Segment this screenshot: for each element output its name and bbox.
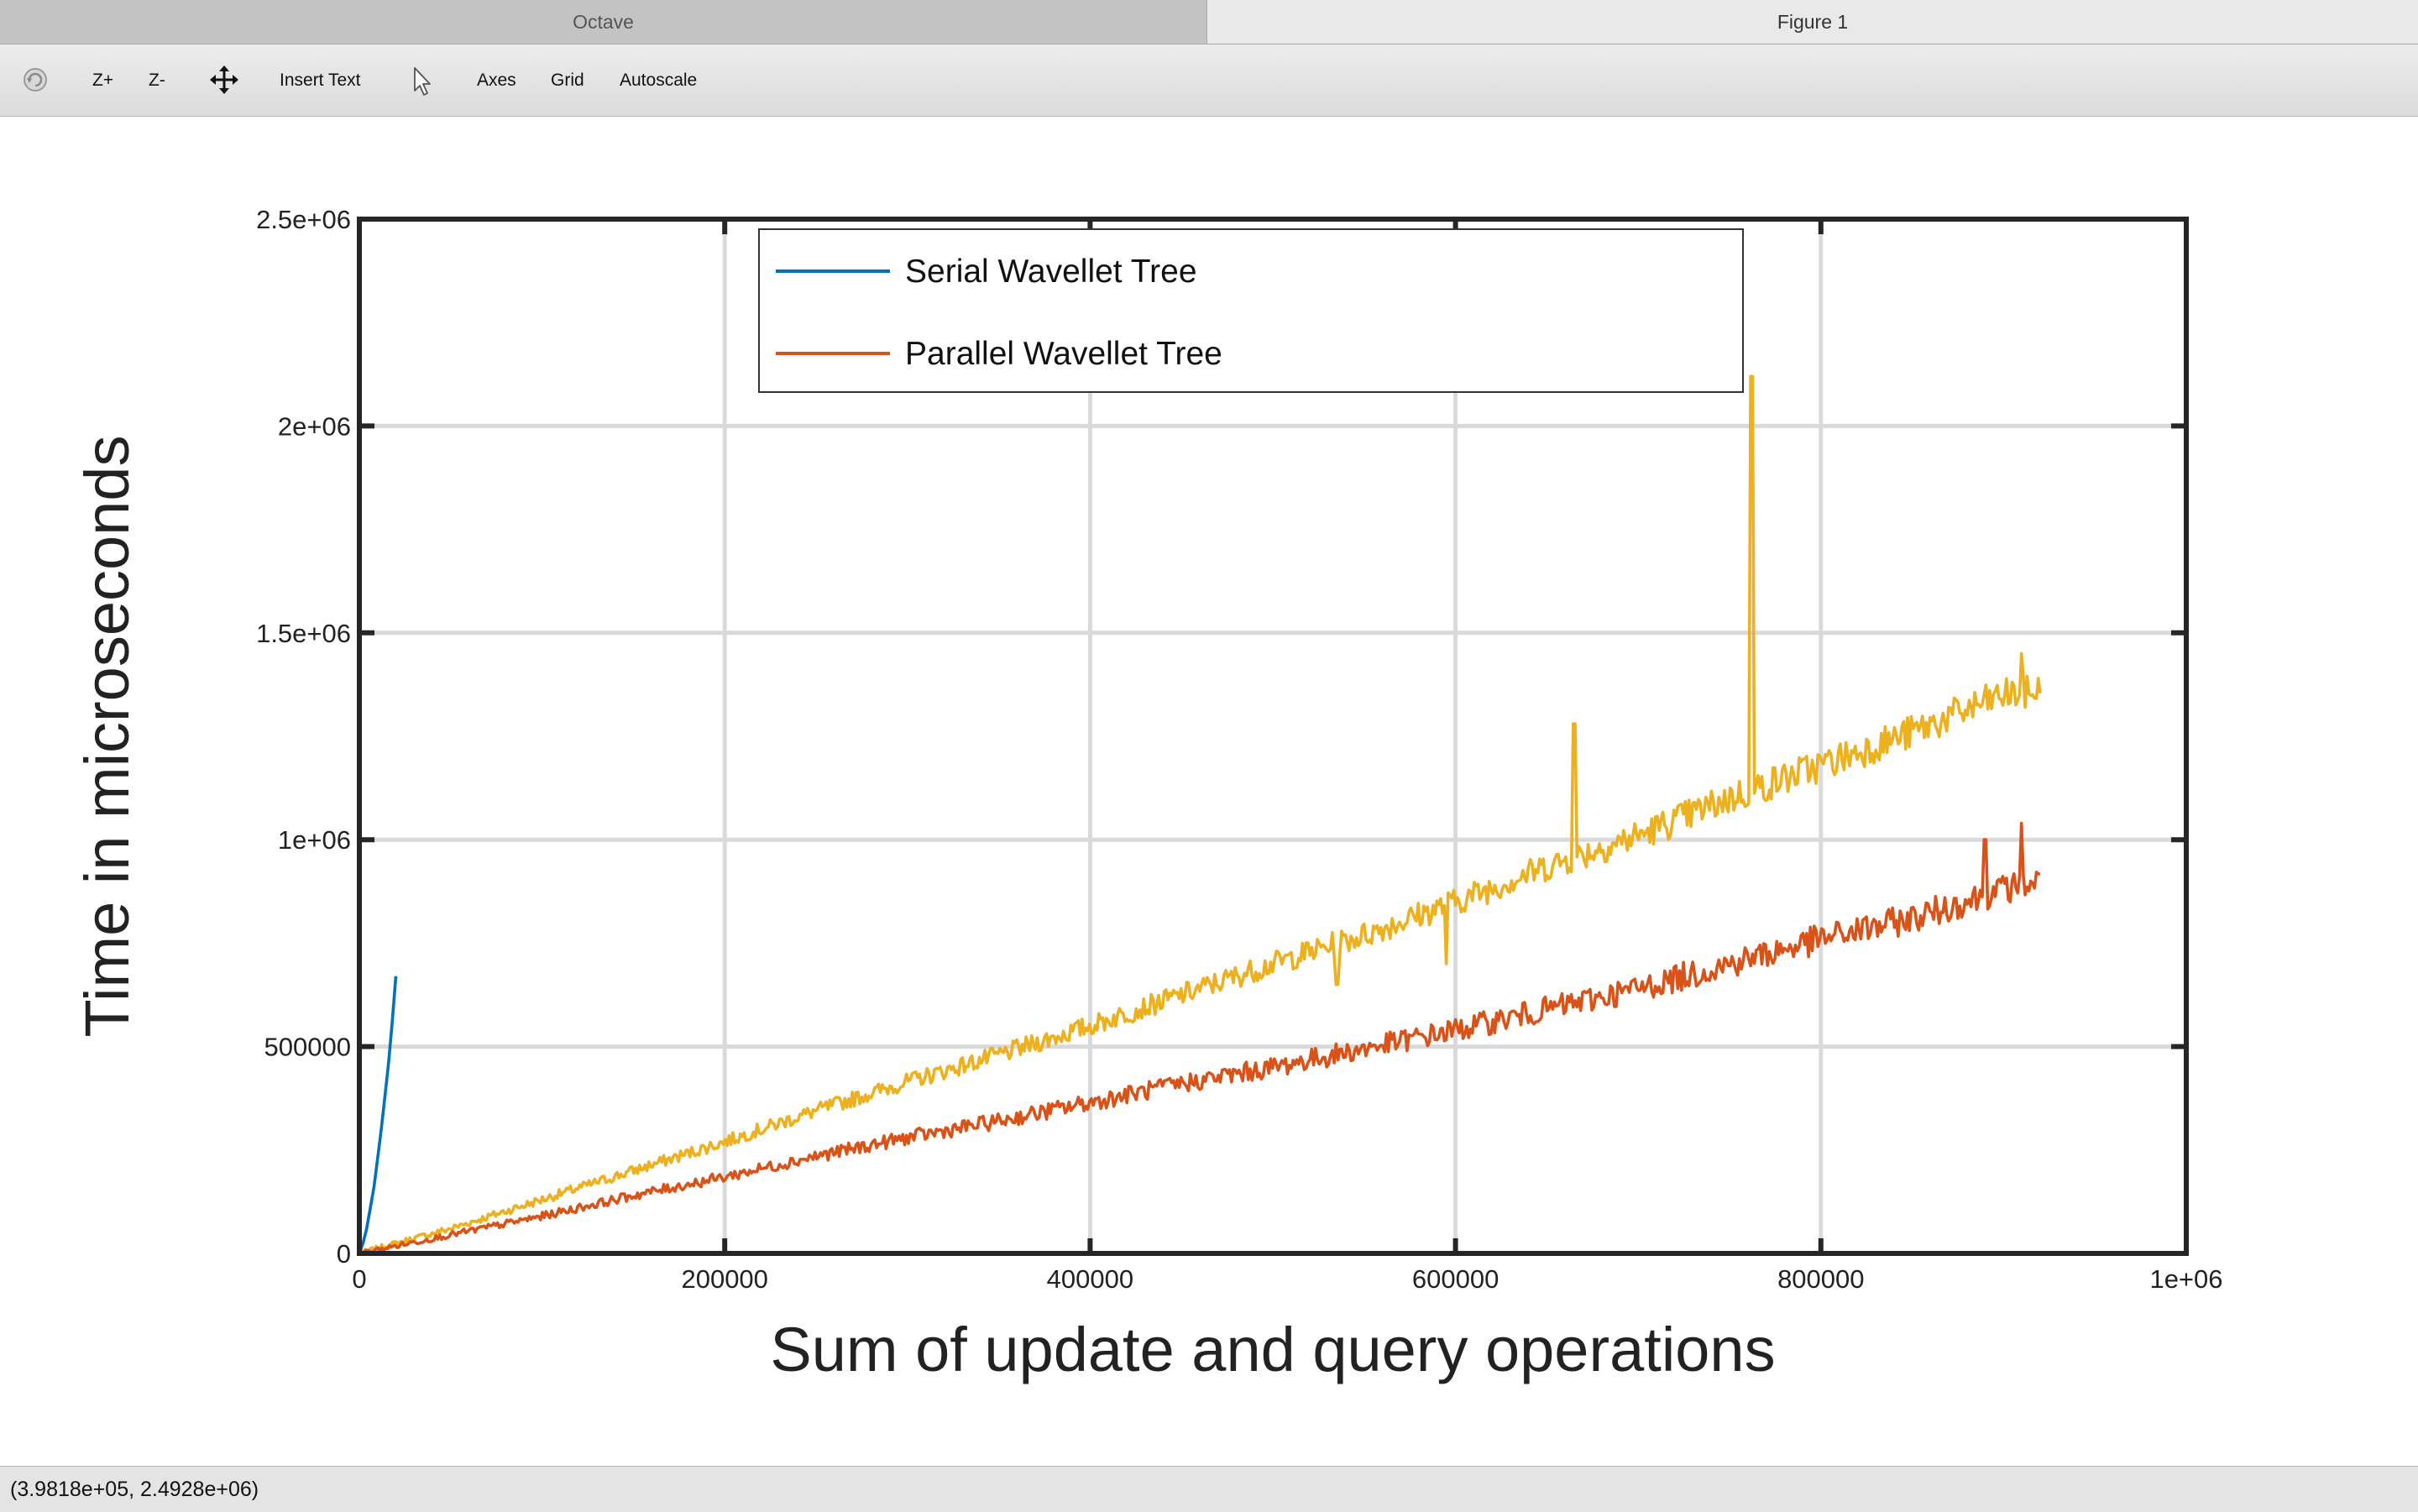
legend[interactable]: Serial Wavellet Tree Parallel Wavellet T… xyxy=(758,228,1744,393)
rotate-icon[interactable] xyxy=(22,44,49,116)
series-line-parallel xyxy=(359,821,2041,1255)
x-tick-label: 1e+06 xyxy=(2149,1264,2222,1294)
tab-figure-1[interactable]: Figure 1 xyxy=(1207,0,2418,44)
grid-button[interactable]: Grid xyxy=(551,71,584,90)
x-tick-label: 600000 xyxy=(1412,1264,1499,1294)
x-axis-label: Sum of update and query operations xyxy=(770,1315,1775,1384)
legend-box xyxy=(758,228,1744,393)
x-tick-label: 200000 xyxy=(681,1264,767,1294)
y-tick-label: 1e+06 xyxy=(278,825,351,855)
tick-marks xyxy=(357,217,2189,1256)
figure-toolbar: Z+ Z- Insert Text Axes Grid Autoscale xyxy=(0,44,2418,117)
legend-label-parallel: Parallel Wavellet Tree xyxy=(905,336,1222,372)
cursor-coordinates: (3.9818e+05, 2.4928e+06) xyxy=(10,1478,259,1501)
x-tick-label: 800000 xyxy=(1777,1264,1864,1294)
grid-lines xyxy=(359,219,2186,1253)
x-tick-label: 400000 xyxy=(1047,1264,1133,1294)
axes-button[interactable]: Axes xyxy=(477,71,516,90)
insert-text-button[interactable]: Insert Text xyxy=(280,71,361,90)
axes-box xyxy=(357,217,2189,1256)
y-tick-labels: 0 500000 1e+06 1.5e+06 2e+06 2.5e+06 xyxy=(256,205,351,1269)
tab-octave[interactable]: Octave xyxy=(0,0,1207,44)
y-tick-label: 500000 xyxy=(264,1033,351,1062)
series-line-third xyxy=(359,374,2042,1255)
series-line-serial xyxy=(358,976,398,1254)
figure-canvas[interactable]: 0 200000 400000 600000 800000 1e+06 0 500000 1e… xyxy=(0,117,2418,1465)
y-tick-label: 2e+06 xyxy=(278,411,351,441)
series-lines xyxy=(358,374,2042,1255)
pan-arrows-icon[interactable] xyxy=(210,44,238,116)
mouse-pointer-icon[interactable] xyxy=(411,44,433,116)
x-tick-label: 0 xyxy=(352,1264,366,1294)
status-bar: (3.9818e+05, 2.4928e+06) xyxy=(0,1466,2418,1512)
y-tick-label: 2.5e+06 xyxy=(256,205,351,234)
legend-label-serial: Serial Wavellet Tree xyxy=(905,254,1197,290)
y-tick-label: 0 xyxy=(337,1239,351,1269)
y-axis-label: Time in microseconds xyxy=(72,436,142,1038)
tab-bar: Octave Figure 1 xyxy=(0,0,2418,44)
autoscale-button[interactable]: Autoscale xyxy=(620,71,698,90)
zoom-in-button[interactable]: Z+ xyxy=(92,71,114,90)
x-tick-labels: 0 200000 400000 600000 800000 1e+06 xyxy=(352,1264,2222,1294)
y-tick-label: 1.5e+06 xyxy=(256,619,351,648)
zoom-out-button[interactable]: Z- xyxy=(149,71,165,90)
line-chart: 0 200000 400000 600000 800000 1e+06 0 500000 1e… xyxy=(72,205,2223,1384)
